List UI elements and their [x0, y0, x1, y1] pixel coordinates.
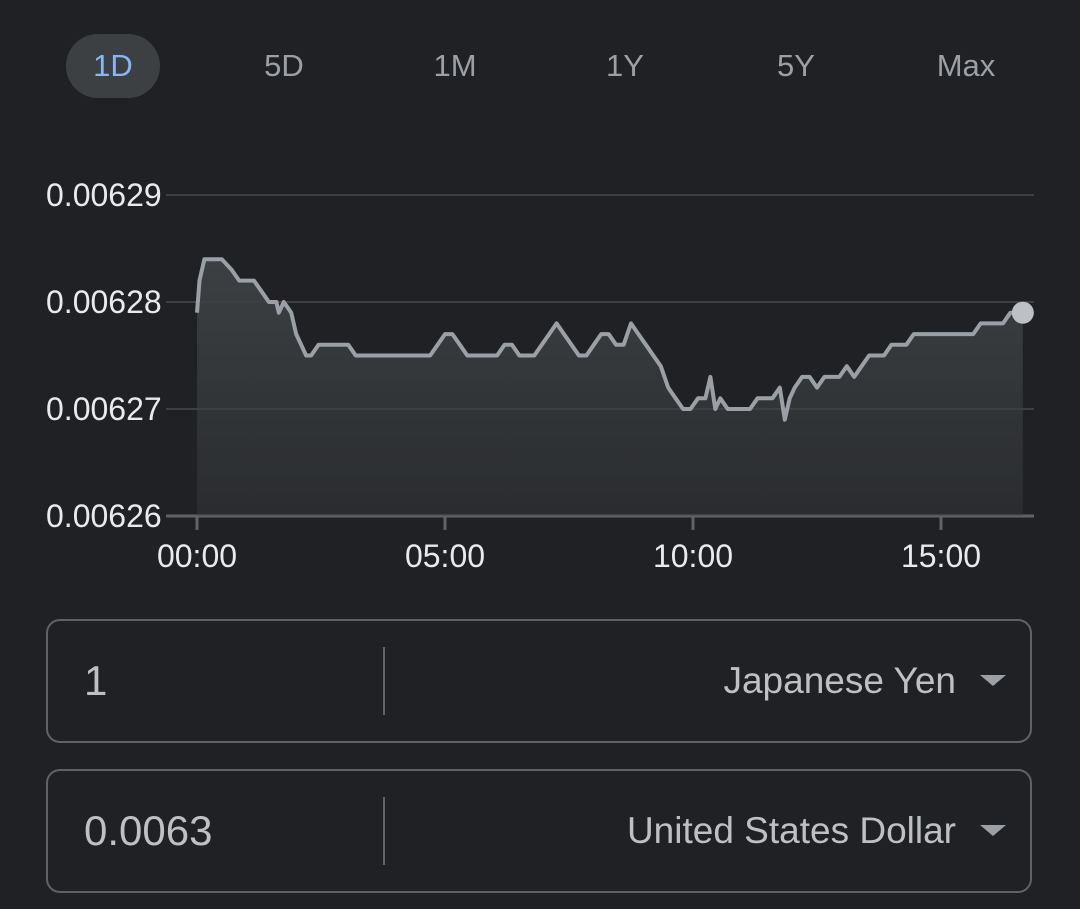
- x-tick-label: 15:00: [901, 538, 981, 574]
- divider: [383, 797, 385, 865]
- exchange-rate-chart: 0.00629 0.00628 0.00627 0.00626 00:00 05:00 10…: [0, 150, 1080, 590]
- y-tick-label: 0.00629: [46, 177, 162, 213]
- x-tick-label: 10:00: [653, 538, 733, 574]
- tab-1d[interactable]: 1D: [66, 34, 160, 98]
- to-currency-row: United States Dollar: [46, 769, 1032, 893]
- from-currency-row: Japanese Yen: [46, 619, 1032, 743]
- divider: [383, 647, 385, 715]
- tab-1y[interactable]: 1Y: [606, 48, 644, 83]
- chart-line: [195, 257, 1023, 422]
- chevron-down-icon[interactable]: [980, 675, 1006, 686]
- chevron-down-icon[interactable]: [980, 825, 1006, 836]
- current-value-dot: [1011, 301, 1034, 324]
- chart-area: [197, 259, 1023, 516]
- from-currency-select[interactable]: Japanese Yen: [723, 660, 956, 701]
- tab-1m[interactable]: 1M: [433, 48, 477, 83]
- x-tick-label: 00:00: [157, 538, 237, 574]
- chart-svg: 0.00629 0.00628 0.00627 0.00626 00:00 05:00 10…: [46, 177, 1034, 574]
- y-tick-label: 0.00628: [46, 284, 162, 320]
- range-tabs: 1D 5D 1M 1Y 5Y Max: [0, 0, 1080, 130]
- to-amount-input[interactable]: [84, 771, 374, 891]
- tab-5d[interactable]: 5D: [264, 48, 304, 83]
- to-currency-select[interactable]: United States Dollar: [626, 810, 956, 851]
- x-tick-label: 05:00: [405, 538, 485, 574]
- tab-5y[interactable]: 5Y: [777, 48, 815, 83]
- y-tick-label: 0.00626: [46, 498, 162, 534]
- y-tick-label: 0.00627: [46, 391, 162, 427]
- from-amount-input[interactable]: [84, 621, 374, 741]
- tab-max[interactable]: Max: [936, 48, 996, 83]
